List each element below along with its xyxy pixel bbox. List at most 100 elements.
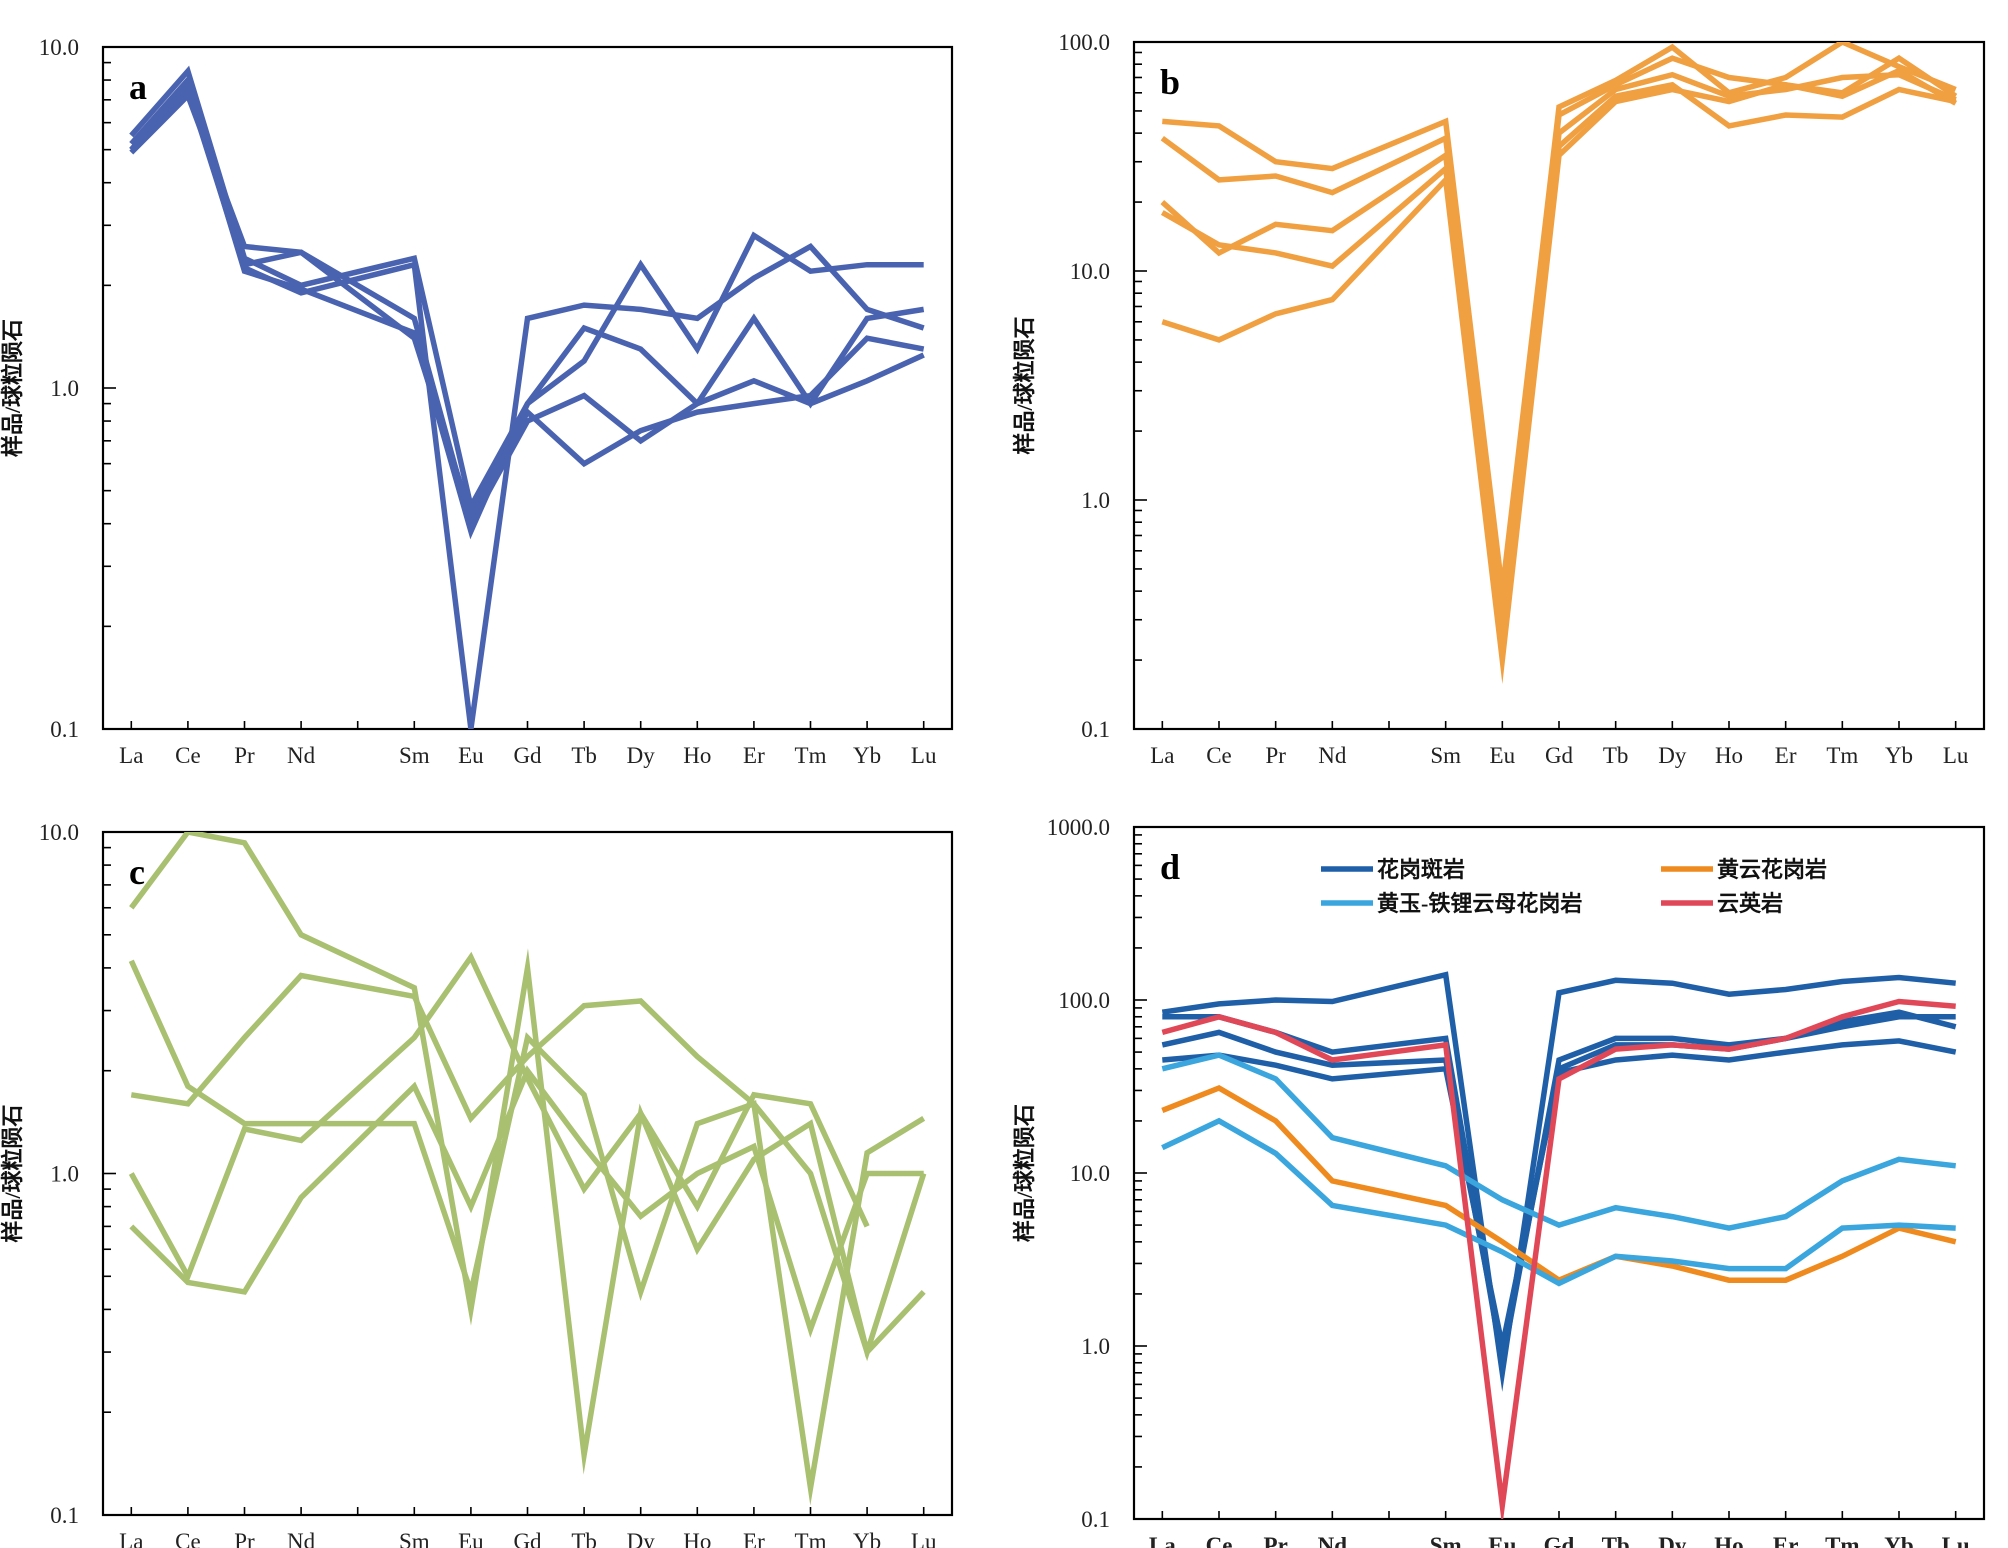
series-line-2 (128, 959, 926, 1506)
y-tick-label: 0.1 (1081, 717, 1110, 742)
chart-panel-a: a (101, 45, 954, 731)
x-tick-label: Pr (1264, 1533, 1288, 1548)
y-tick-label: 1.0 (1081, 488, 1110, 513)
series-line-6 (1161, 1052, 1957, 1231)
series-line-2 (129, 74, 925, 531)
x-tick-label: Ho (1714, 1533, 1743, 1548)
x-tick-label: Sm (399, 1529, 430, 1548)
legend-label: 黄云花岗岩 (1717, 857, 1827, 882)
series-group (1160, 42, 1958, 685)
x-tick-label: Lu (911, 1529, 937, 1548)
x-tick-label: Dy (1658, 1533, 1687, 1548)
y-tick-label: 1.0 (1081, 1334, 1110, 1359)
legend-label: 云英岩 (1717, 891, 1783, 916)
x-tick-label: Eu (1490, 743, 1516, 768)
x-tick-label: Pr (1265, 743, 1286, 768)
chart-panel-b: b (1132, 40, 1986, 731)
y-tick-label: 10.0 (1070, 259, 1110, 284)
x-tick-label: Eu (1488, 1533, 1516, 1548)
series-line-1 (129, 65, 924, 514)
x-tick-label: Tb (571, 1529, 597, 1548)
panel-label: d (1160, 847, 1180, 887)
series-line-5 (129, 1065, 924, 1338)
series-line-2 (1160, 54, 1958, 644)
x-tick-label: Tm (1825, 1533, 1860, 1548)
x-tick-label: Ce (1206, 1533, 1233, 1548)
x-tick-label: Sm (399, 743, 430, 768)
series-line-4 (129, 90, 925, 524)
series-line-3 (1161, 1014, 1956, 1369)
y-tick-label: 10.0 (39, 35, 79, 60)
x-tick-label: Yb (1884, 1533, 1913, 1548)
x-tick-label: Ho (683, 1529, 711, 1548)
x-tick-label: Ce (175, 1529, 201, 1548)
x-tick-label: Sm (1430, 1533, 1462, 1548)
x-tick-label: Gd (513, 1529, 542, 1548)
x-tick-label: Dy (1658, 743, 1687, 768)
plot-frame (101, 45, 954, 731)
y-tick-label: 0.1 (1081, 1507, 1110, 1532)
x-tick-label: Lu (911, 743, 937, 768)
x-tick-label: La (1149, 1533, 1176, 1548)
x-tick-label: Tb (571, 743, 597, 768)
x-tick-label: Ho (683, 743, 711, 768)
y-tick-label: 0.1 (50, 717, 79, 742)
series-line-5 (129, 78, 925, 540)
series-line-1 (129, 832, 926, 1475)
x-tick-label: La (119, 743, 143, 768)
x-tick-label: Tm (795, 1529, 827, 1548)
y-tick-label: 1.0 (50, 1162, 79, 1187)
x-tick-label: Dy (627, 1529, 656, 1548)
x-tick-label: Tm (795, 743, 827, 768)
x-tick-label: Eu (458, 743, 484, 768)
chart-panel-c: c (101, 830, 954, 1517)
x-tick-label: Tb (1602, 1533, 1630, 1548)
x-tick-label: Er (743, 1529, 765, 1548)
x-tick-label: Lu (1943, 743, 1969, 768)
panel-label: a (129, 67, 147, 107)
x-tick-label: Ce (1206, 743, 1232, 768)
x-tick-label: Eu (458, 1529, 484, 1548)
series-line-5 (1161, 67, 1958, 685)
y-axis-title: 样品/球粒陨石 (0, 319, 25, 457)
series-line-8 (1161, 998, 1956, 1519)
series-line-7 (1161, 1117, 1956, 1287)
x-tick-label: Ce (175, 743, 201, 768)
x-tick-label: Nd (1318, 1533, 1348, 1548)
y-tick-label: 100.0 (1058, 30, 1110, 55)
y-tick-label: 1000.0 (1047, 815, 1110, 840)
series-group (129, 65, 925, 729)
series-line-1 (1162, 42, 1957, 615)
panel-label: b (1160, 62, 1180, 102)
x-tick-label: Nd (1318, 743, 1347, 768)
y-tick-label: 10.0 (39, 820, 79, 845)
x-tick-label: Er (1775, 743, 1797, 768)
x-tick-label: Dy (627, 743, 656, 768)
x-tick-label: Er (1773, 1533, 1799, 1548)
x-tick-label: Gd (1545, 743, 1574, 768)
series-group (1161, 971, 1957, 1519)
y-tick-label: 0.1 (50, 1503, 79, 1528)
x-tick-label: Yb (1885, 743, 1913, 768)
x-tick-label: Gd (513, 743, 542, 768)
y-tick-label: 10.0 (1070, 1161, 1110, 1186)
x-tick-label: Yb (853, 1529, 881, 1548)
x-tick-label: Nd (287, 1529, 316, 1548)
y-axis-title: 样品/球粒陨石 (0, 1104, 25, 1242)
x-tick-label: Tm (1826, 743, 1858, 768)
x-tick-label: Yb (853, 743, 881, 768)
legend-label: 黄玉-铁锂云母花岗岩 (1377, 891, 1582, 916)
y-tick-label: 100.0 (1058, 988, 1110, 1013)
panel-label: c (129, 852, 145, 892)
series-line-3 (1160, 71, 1957, 663)
y-tick-label: 1.0 (50, 376, 79, 401)
y-axis-title: 样品/球粒陨石 (1012, 316, 1037, 454)
x-tick-label: La (119, 1529, 143, 1548)
series-line-4 (1160, 81, 1957, 675)
series-group (128, 832, 927, 1506)
x-tick-label: Pr (234, 743, 255, 768)
x-tick-label: Sm (1430, 743, 1461, 768)
